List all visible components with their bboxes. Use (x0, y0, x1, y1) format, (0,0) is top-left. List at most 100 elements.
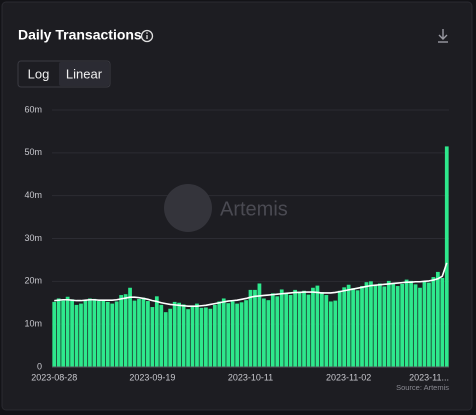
bar (444, 146, 449, 367)
bar (337, 290, 342, 367)
bar (212, 304, 217, 367)
bar (83, 300, 88, 367)
bar (163, 312, 168, 367)
bar (92, 298, 97, 367)
bar (105, 301, 110, 367)
bar (302, 290, 306, 367)
bar (293, 289, 297, 367)
y-tick-label: 50m (24, 147, 42, 157)
bar (101, 299, 106, 367)
bar (141, 297, 146, 367)
bar (181, 304, 186, 367)
bar (284, 293, 289, 367)
bar (422, 281, 427, 367)
bar (360, 286, 364, 367)
bar (52, 301, 57, 367)
bar (195, 303, 199, 367)
bar (226, 303, 231, 367)
x-tick-label: 2023-11... (409, 372, 449, 382)
plot: 0 10m 20m 30m 40m 50m 60m 2023-08-28 2023-09-19 2… (24, 104, 449, 382)
watermark-logo (164, 184, 212, 232)
scale-button-label[interactable]: Log (28, 66, 50, 81)
bar (208, 308, 213, 367)
bar (110, 303, 115, 367)
bar (128, 287, 132, 367)
bar (319, 292, 324, 367)
x-tick-label: 2023-10-11 (228, 372, 273, 382)
bar (244, 300, 248, 367)
bar (257, 283, 262, 367)
bar (404, 279, 409, 367)
bar (279, 289, 284, 367)
x-tick-label: 2023-09-19 (129, 372, 175, 382)
bar (172, 301, 177, 367)
bar (190, 306, 195, 367)
bar (221, 298, 226, 367)
bar (230, 301, 235, 367)
bar (235, 303, 239, 367)
bar (154, 296, 159, 367)
bar (137, 298, 141, 367)
bar (150, 307, 155, 367)
bar (315, 285, 320, 367)
bar (270, 293, 275, 367)
bar (217, 301, 222, 367)
bar (132, 300, 137, 367)
source-note: Source: Artemis (396, 383, 449, 392)
bar (65, 296, 70, 367)
bar (199, 307, 204, 367)
bar (288, 295, 293, 367)
bar (355, 290, 360, 367)
y-tick-label: 0 (37, 361, 42, 371)
chart-title: Daily Transactions (18, 27, 142, 43)
bar (119, 295, 124, 367)
bar (409, 280, 413, 367)
bar (96, 301, 101, 367)
bar (364, 282, 369, 367)
bar (61, 300, 66, 367)
bar (435, 271, 440, 367)
trend-line (54, 262, 448, 307)
bar (168, 308, 173, 367)
bar (306, 294, 311, 367)
bar (382, 286, 387, 367)
y-tick-label: 60m (24, 104, 42, 114)
bar (114, 301, 119, 367)
bar (324, 295, 329, 367)
bar (177, 302, 182, 367)
download-icon[interactable] (438, 29, 448, 43)
scale-button[interactable] (59, 62, 109, 86)
info-icon[interactable] (140, 29, 154, 43)
bar (342, 287, 347, 367)
bar (239, 302, 244, 367)
y-tick-label: 30m (24, 233, 42, 243)
bar (56, 298, 61, 367)
bar (248, 289, 253, 367)
bar (88, 298, 92, 367)
bar (74, 304, 79, 367)
bar (311, 287, 315, 367)
info-dot (146, 32, 148, 34)
y-tick-label: 20m (24, 276, 42, 286)
y-tick-label: 10m (24, 319, 42, 329)
bar (418, 287, 422, 367)
bar (386, 280, 391, 367)
bar (391, 283, 396, 367)
toggle-group: Log Linear (28, 62, 109, 86)
bar (266, 300, 271, 367)
download-arrow (438, 34, 448, 40)
bar (253, 289, 257, 367)
bar (400, 283, 405, 367)
bar (204, 307, 208, 367)
bar (351, 288, 355, 367)
bar (346, 284, 351, 367)
bar (369, 281, 373, 367)
bar (79, 303, 83, 367)
bar (395, 286, 400, 367)
bar (440, 277, 445, 367)
scale-button-label[interactable]: Linear (66, 66, 103, 81)
bar (333, 300, 338, 367)
bar (262, 298, 266, 367)
